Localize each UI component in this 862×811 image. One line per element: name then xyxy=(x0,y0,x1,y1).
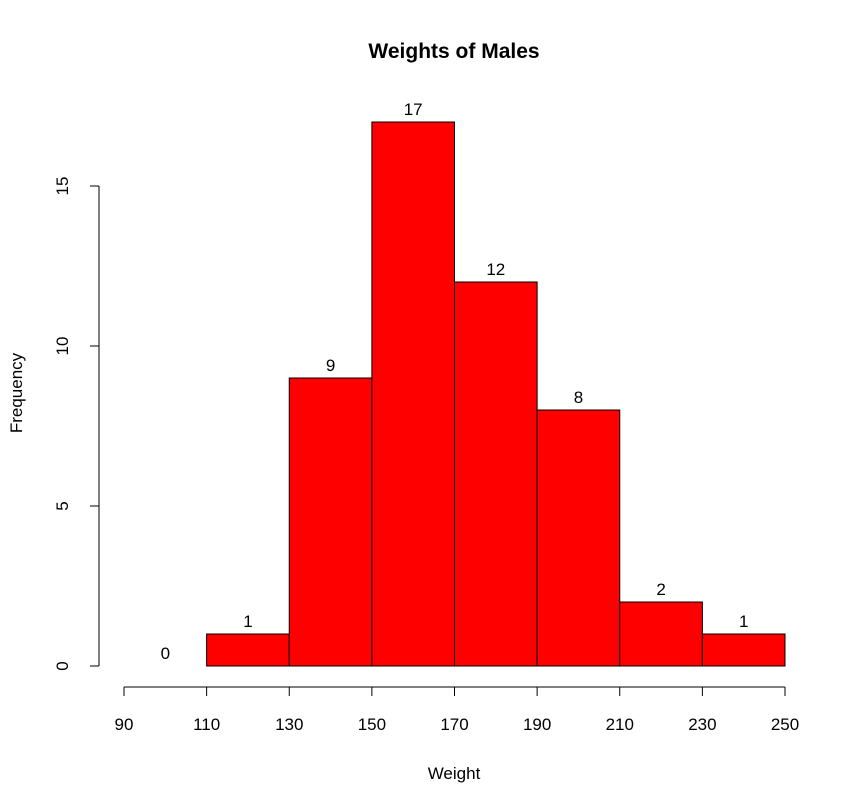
y-tick-label: 10 xyxy=(53,337,72,356)
histogram-bar-130-150 xyxy=(288,377,373,667)
bar-count-label: 9 xyxy=(326,356,335,375)
histogram-bar-170-190 xyxy=(454,281,538,667)
x-tick-label: 150 xyxy=(358,715,386,734)
bar-labels-group: 0 1 9 17 12 8 2 1 xyxy=(161,100,749,663)
bar-count-label: 12 xyxy=(486,260,505,279)
x-tick-label: 210 xyxy=(606,715,634,734)
x-tick-label: 190 xyxy=(523,715,551,734)
y-axis: 0 5 10 15 xyxy=(53,177,100,671)
bar-count-label: 8 xyxy=(574,388,583,407)
bars-group xyxy=(206,121,786,667)
y-tick-label: 5 xyxy=(53,501,72,510)
histogram-bar-210-230 xyxy=(619,601,703,667)
bar-count-label: 1 xyxy=(243,612,252,631)
x-tick-label: 230 xyxy=(688,715,716,734)
y-axis-label: Frequency xyxy=(7,352,26,433)
bar-count-label: 0 xyxy=(161,644,170,663)
x-tick-label: 90 xyxy=(115,715,134,734)
bar-count-label: 1 xyxy=(739,612,748,631)
x-tick-label: 170 xyxy=(440,715,468,734)
x-tick-label: 130 xyxy=(275,715,303,734)
histogram-bar-230-250 xyxy=(701,633,786,667)
bar-count-label: 2 xyxy=(656,580,665,599)
x-tick-label: 250 xyxy=(771,715,799,734)
histogram-bar-190-210 xyxy=(536,409,621,667)
y-tick-label: 0 xyxy=(53,661,72,670)
x-axis-label: Weight xyxy=(428,764,481,783)
chart-title: Weights of Males xyxy=(368,40,539,63)
histogram-bar-150-170 xyxy=(371,121,455,667)
bar-count-label: 17 xyxy=(404,100,423,119)
y-tick-label: 15 xyxy=(53,177,72,196)
x-axis: 90 110 130 150 170 190 210 230 250 xyxy=(115,686,799,734)
histogram-bar-110-130 xyxy=(206,633,290,667)
x-tick-label: 110 xyxy=(193,715,220,734)
